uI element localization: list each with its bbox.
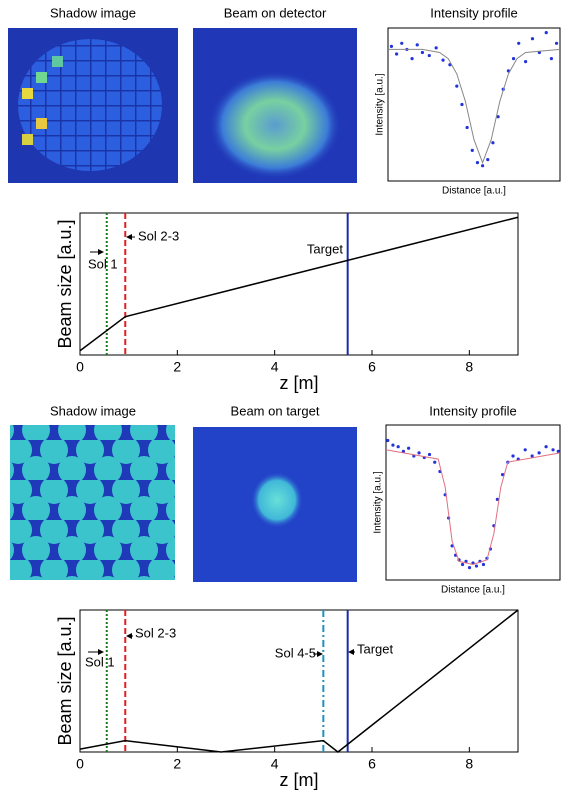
x-axis-label: z [m] [280,373,319,393]
data-point [455,84,459,88]
data-point [523,448,527,452]
x-tick-label: 4 [271,359,279,375]
x-tick-label: 4 [271,756,279,772]
x-axis-label: z [m] [280,770,319,790]
data-point [551,448,555,452]
data-point [391,443,395,447]
data-point [530,454,534,458]
data-point [470,148,474,152]
data-point [491,141,495,145]
data-point [460,562,465,567]
image-title: Beam on detector [224,5,327,20]
x-tick-label: 8 [465,756,473,772]
x-tick-label: 6 [368,359,376,375]
data-point [556,449,560,453]
y-axis-label: Beam size [a.u.] [55,219,75,348]
data-point [407,446,411,450]
data-point [401,449,405,453]
data-point [475,161,480,165]
data-point [524,60,528,64]
beam-spot [209,71,341,179]
data-point [549,57,554,61]
marker-label: Sol 2-3 [135,625,176,640]
data-point [395,52,399,56]
plot-frame [79,212,519,356]
data-point [400,41,404,45]
data-point [554,41,559,45]
y-axis-label: Intensity [a.u.] [373,471,384,533]
beam-spot [251,472,303,528]
plot-frame [387,27,561,182]
data-point [517,41,521,45]
data-point [511,57,516,61]
marker-label: Sol 4-5 [275,645,316,660]
data-point [544,445,548,449]
data-point [415,43,419,47]
shadow-image [10,425,175,580]
data-point [434,46,438,50]
x-tick-label: 0 [76,359,84,375]
data-point [465,125,469,130]
data-point [500,473,505,477]
marker-label: Sol 1 [88,256,118,271]
data-point [450,544,454,548]
data-line [79,216,519,352]
data-line [79,609,519,753]
data-point [467,566,472,570]
data-point [481,164,485,168]
data-point [496,115,500,119]
marker-label: Sol 2-3 [138,228,179,243]
data-point [410,57,414,61]
data-point [511,454,515,458]
marker-label: Target [357,641,394,656]
data-point [464,559,468,564]
data-point [427,452,432,457]
data-point [389,44,394,48]
chart-title: Intensity profile [429,403,516,418]
data-line [388,48,561,165]
data-point [396,445,400,449]
x-axis-label: Distance [a.u.] [442,186,506,197]
y-axis-label: Beam size [a.u.] [55,616,75,745]
data-point [441,58,445,62]
data-point [417,451,421,455]
data-point [420,50,424,55]
x-tick-label: 0 [76,756,84,772]
data-point [495,497,499,501]
data-point [481,562,486,567]
x-tick-label: 6 [368,756,376,772]
image-title: Beam on target [231,403,320,418]
data-point [486,157,490,162]
shadow-image [8,28,178,183]
marker-label: Target [307,241,344,256]
x-tick-label: 2 [173,359,181,375]
data-point [544,30,548,35]
data-point [460,102,464,107]
data-line [385,449,561,566]
data-point [386,438,390,443]
data-point [427,53,431,58]
data-point [530,37,535,41]
marker-label: Sol 1 [85,654,115,669]
plot-frame [79,609,519,753]
image-title: Shadow image [50,5,136,20]
data-point [433,460,437,464]
chart-title: Intensity profile [430,5,517,20]
data-point [537,451,541,455]
x-axis-label: Distance [a.u.] [441,585,505,596]
x-tick-label: 2 [173,756,181,772]
plot-frame [385,424,561,581]
data-point [474,564,479,568]
image-title: Shadow image [50,403,136,418]
x-tick-label: 8 [465,359,473,375]
y-axis-label: Intensity [a.u.] [375,73,386,135]
